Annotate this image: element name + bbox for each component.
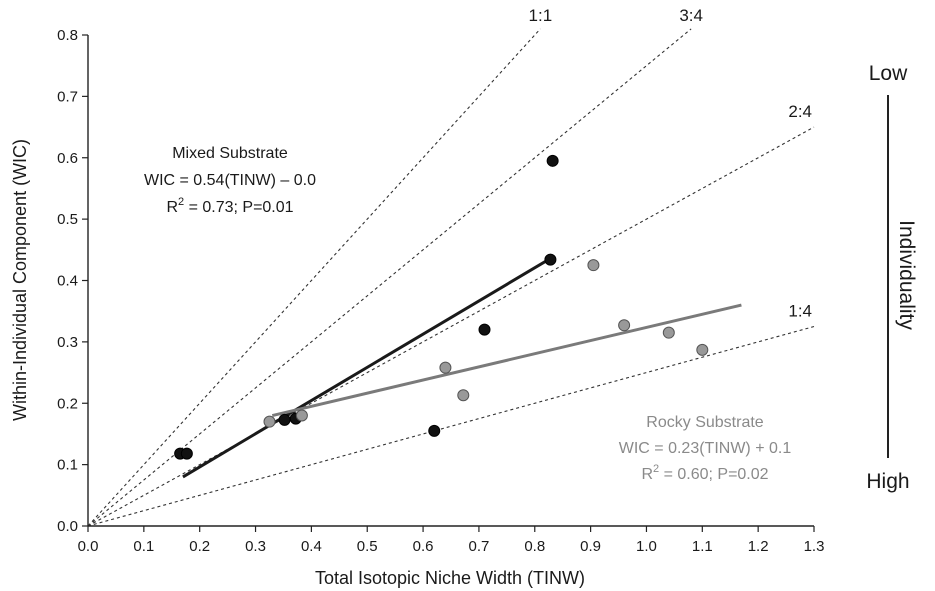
x-tick-label: 0.8 [524, 538, 545, 555]
data-point [180, 447, 193, 460]
fit-line [182, 256, 553, 479]
data-point [618, 319, 631, 332]
individuality-high-label: High [866, 470, 909, 493]
mixed-annotation-title: Mixed Substrate [172, 145, 288, 162]
fit-line [271, 303, 742, 417]
y-axis-label: Within-Individual Component (WIC) [10, 139, 30, 421]
x-tick-label: 1.3 [804, 538, 825, 555]
data-point [662, 326, 675, 339]
data-point [278, 413, 291, 426]
data-point [544, 253, 557, 266]
rocky-annotation-stats: R2 = 0.60; P=0.02 [641, 463, 768, 483]
individuality-axis-label: Individuality [895, 220, 918, 330]
rocky-annotation-equation: WIC = 0.23(TINW) + 0.1 [619, 440, 792, 457]
data-point [478, 323, 491, 336]
y-tick-label: 0.3 [57, 334, 78, 351]
fit-lines [182, 256, 742, 479]
reference-line-label: 1:4 [788, 302, 812, 321]
x-tick-label: 0.4 [301, 538, 322, 555]
data-points [174, 154, 709, 460]
data-point [546, 154, 559, 167]
data-point [263, 415, 276, 428]
y-tick-label: 0.7 [57, 88, 78, 105]
y-tick-label: 0.1 [57, 457, 78, 474]
mixed-annotation-stats: R2 = 0.73; P=0.01 [166, 196, 293, 216]
x-tick-label: 1.0 [636, 538, 657, 555]
reference-line-label: 2:4 [788, 102, 812, 121]
reference-lines: 1:1 3:4 2:4 1:4 [87, 6, 815, 527]
x-tick-label: 0.6 [413, 538, 434, 555]
y-tick-label: 0.6 [57, 150, 78, 167]
individuality-low-label: Low [869, 62, 908, 85]
axes [82, 34, 815, 532]
y-tick-label: 0.5 [57, 211, 78, 228]
rocky-annotation: Rocky Substrate WIC = 0.23(TINW) + 0.1 R… [619, 414, 792, 483]
reference-line [87, 28, 692, 527]
data-point [587, 259, 600, 272]
x-tick-label: 0.0 [78, 538, 99, 555]
rocky-annotation-title: Rocky Substrate [646, 414, 763, 431]
reference-line-label: 1:1 [529, 6, 553, 25]
x-tick-label: 0.2 [189, 538, 210, 555]
data-point [295, 409, 308, 422]
reference-line [87, 28, 541, 527]
x-tick-label: 1.1 [692, 538, 713, 555]
x-tick-label: 0.7 [468, 538, 489, 555]
individuality-scale: Low High Individuality [866, 62, 918, 493]
mixed-annotation-equation: WIC = 0.54(TINW) – 0.0 [144, 172, 316, 189]
x-tick-label: 0.9 [580, 538, 601, 555]
y-tick-label: 0.2 [57, 395, 78, 412]
y-tick-label: 0.4 [57, 273, 78, 290]
data-point [439, 361, 452, 374]
tick-labels: 0.0 0.1 0.2 0.3 0.4 0.5 0.6 0.7 0.8 0.9 1.0 1.1 1.2 1… [57, 27, 824, 555]
reference-line-label: 3:4 [679, 6, 703, 25]
y-tick-label: 0.8 [57, 27, 78, 44]
data-point [457, 389, 470, 402]
reference-line [87, 126, 815, 527]
data-point [428, 424, 441, 437]
x-tick-label: 1.2 [748, 538, 769, 555]
x-tick-label: 0.5 [357, 538, 378, 555]
x-tick-label: 0.1 [133, 538, 154, 555]
data-point [696, 343, 709, 356]
x-axis-label: Total Isotopic Niche Width (TINW) [315, 568, 585, 588]
y-tick-label: 0.0 [57, 518, 78, 535]
x-tick-label: 0.3 [245, 538, 266, 555]
mixed-annotation: Mixed Substrate WIC = 0.54(TINW) – 0.0 R… [144, 145, 316, 216]
